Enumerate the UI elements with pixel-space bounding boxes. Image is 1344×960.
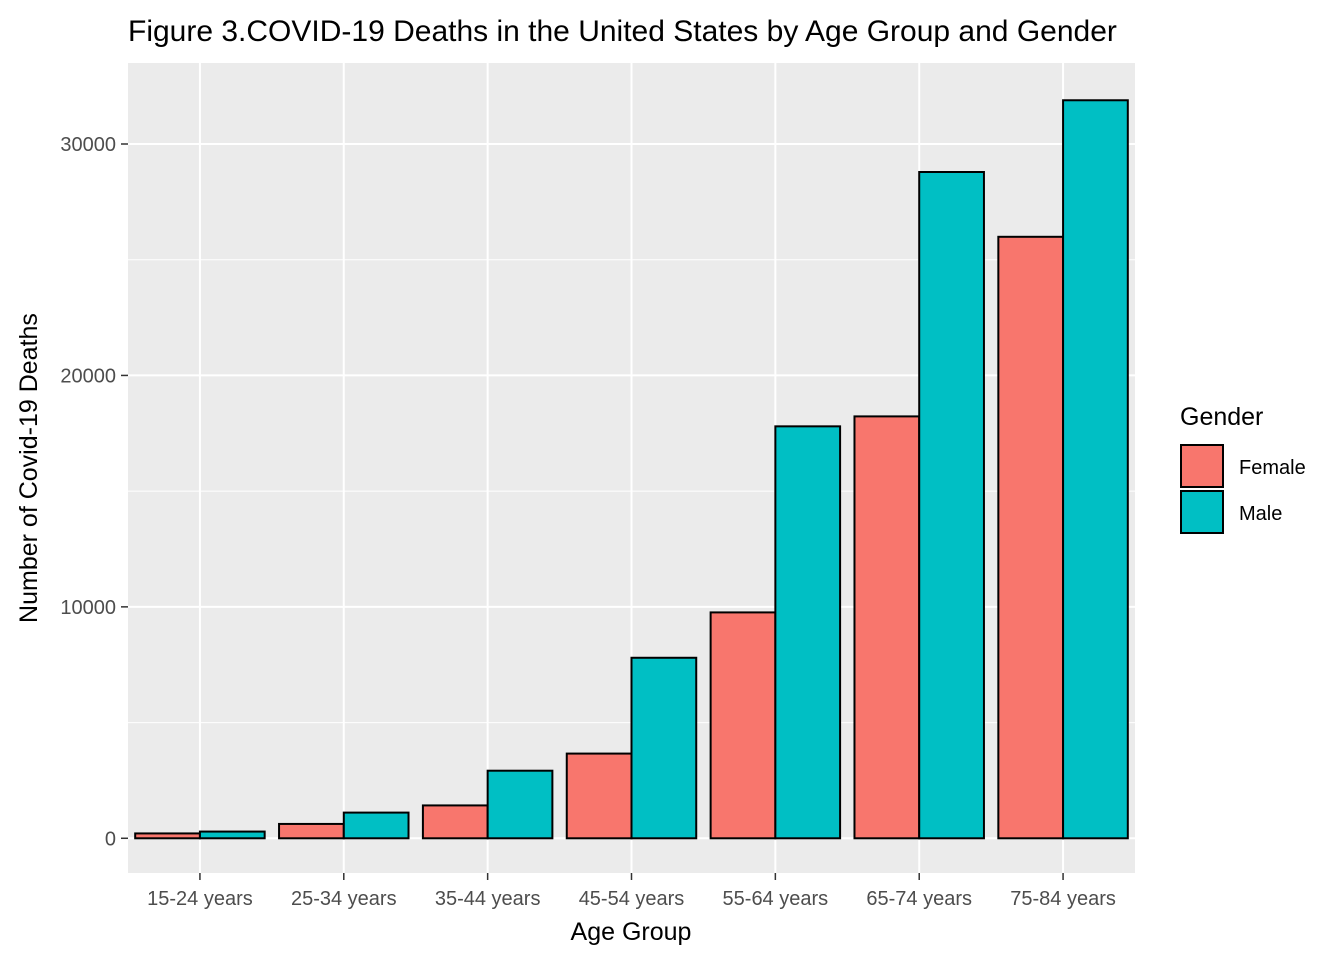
bar-female xyxy=(134,832,201,840)
legend-key-female xyxy=(1180,444,1224,488)
legend-title: Gender xyxy=(1180,403,1263,431)
x-tick-label: 35-44 years xyxy=(435,888,541,910)
y-tick-label: 20000 xyxy=(60,365,116,387)
bars xyxy=(134,99,1129,840)
chart-title: Figure 3.COVID-19 Deaths in the United S… xyxy=(128,15,1117,48)
bar-male xyxy=(486,769,554,840)
bar-male xyxy=(342,811,410,840)
bar-male xyxy=(630,656,698,840)
bar-female xyxy=(997,235,1065,840)
x-tick-label: 55-64 years xyxy=(723,888,829,910)
bar-female xyxy=(853,415,921,840)
bar-female xyxy=(421,804,489,840)
bar-male xyxy=(198,830,266,840)
bar-female xyxy=(565,752,633,840)
x-tick-label: 75-84 years xyxy=(1010,888,1116,910)
legend: Gender Female Male xyxy=(1180,403,1306,534)
legend-key-male xyxy=(1180,490,1224,534)
bar-female xyxy=(709,611,777,840)
bar-male xyxy=(1062,99,1129,840)
y-tick-label: 0 xyxy=(105,828,116,850)
x-axis: 15-24 years 25-34 years 35-44 years 45-54 y… xyxy=(147,873,1116,910)
y-axis-title: Number of Covid-19 Deaths xyxy=(15,313,43,623)
y-tick-label: 10000 xyxy=(60,597,116,619)
x-axis-title: Age Group xyxy=(571,918,692,946)
y-tick-label: 30000 xyxy=(60,134,116,156)
x-tick-label: 15-24 years xyxy=(147,888,253,910)
x-tick-label: 65-74 years xyxy=(866,888,972,910)
bar-male xyxy=(774,425,842,840)
bar-female xyxy=(278,822,345,840)
x-tick-label: 45-54 years xyxy=(579,888,685,910)
x-tick-label: 25-34 years xyxy=(291,888,397,910)
y-axis: 0 10000 20000 30000 xyxy=(60,134,128,850)
legend-label-female: Female xyxy=(1239,457,1306,479)
bar-male xyxy=(918,171,985,840)
legend-label-male: Male xyxy=(1239,503,1282,525)
